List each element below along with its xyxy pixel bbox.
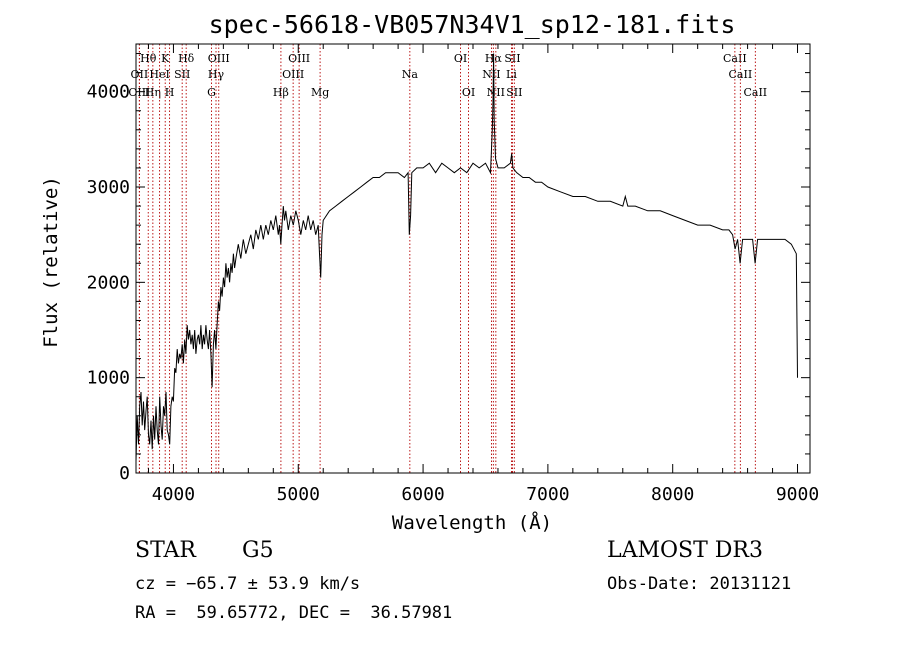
y-axis-label: Flux (relative): [40, 176, 62, 348]
object-class: STAR: [135, 538, 196, 563]
survey-name: LAMOST DR3: [607, 538, 763, 563]
line-marker-label: G: [207, 86, 216, 99]
x-tick-label: 7000: [526, 484, 569, 505]
line-marker-label: SII: [174, 68, 190, 81]
y-tick-label: 0: [119, 463, 130, 484]
line-marker-label: H: [165, 86, 175, 99]
line-marker-label: Mg: [311, 86, 329, 99]
line-marker-label: NII: [482, 68, 500, 81]
y-tick-label: 1000: [87, 368, 130, 389]
line-marker-label: OIII: [208, 52, 230, 65]
line-marker-label: OI: [454, 52, 467, 65]
axes: 4000 5000 6000 7000 8000 9000 0 1000 2000 3000 400…: [87, 44, 819, 505]
x-tick-label: 4000: [152, 484, 195, 505]
line-marker-label: OIII: [128, 86, 150, 99]
line-marker-label: SII: [504, 52, 520, 65]
line-marker-label: Hδ: [178, 52, 195, 65]
redshift-value: cz = −65.7 ± 53.9 km/s: [135, 574, 361, 594]
plot-frame: [135, 43, 811, 474]
line-marker-label: HeI: [149, 68, 169, 81]
coordinates: RA = 59.65772, DEC = 36.57981: [135, 603, 453, 623]
line-marker-label: OIII: [282, 68, 304, 81]
line-marker-label: SII: [506, 86, 522, 99]
line-markers: HθOIIOIIIHηHeIKHSIIHδHγGOIIIHβOIIIOIIIMg…: [128, 44, 767, 473]
chart-title: spec-56618-VB057N34V1_sp12-181.fits: [209, 10, 736, 39]
obs-date: Obs-Date: 20131121: [607, 574, 792, 594]
y-tick-label: 4000: [87, 82, 130, 103]
line-marker-label: OII: [131, 68, 149, 81]
y-tick-label: 3000: [87, 177, 130, 198]
line-marker-label: OI: [462, 86, 475, 99]
line-marker-label: CaII: [729, 68, 753, 81]
x-tick-label: 6000: [401, 484, 444, 505]
spectrum-line: [135, 53, 798, 462]
line-marker-label: Hη: [145, 86, 161, 99]
x-axis-label: Wavelength (Å): [392, 511, 552, 534]
line-marker-label: Hβ: [273, 86, 289, 99]
object-subclass: G5: [242, 538, 274, 563]
line-marker-label: Hθ: [140, 52, 157, 65]
line-marker-label: CaII: [723, 52, 747, 65]
line-marker-label: OIII: [288, 52, 310, 65]
x-tick-label: 9000: [776, 484, 819, 505]
y-tick-label: 2000: [87, 272, 130, 293]
x-tick-label: 5000: [277, 484, 320, 505]
line-marker-label: Hγ: [208, 68, 225, 81]
line-marker-label: Li: [506, 68, 517, 81]
line-marker-label: Na: [402, 68, 419, 81]
line-marker-label: NII: [487, 86, 505, 99]
line-marker-label: CaII: [743, 86, 767, 99]
line-marker-label: K: [161, 52, 170, 65]
x-tick-label: 8000: [651, 484, 694, 505]
